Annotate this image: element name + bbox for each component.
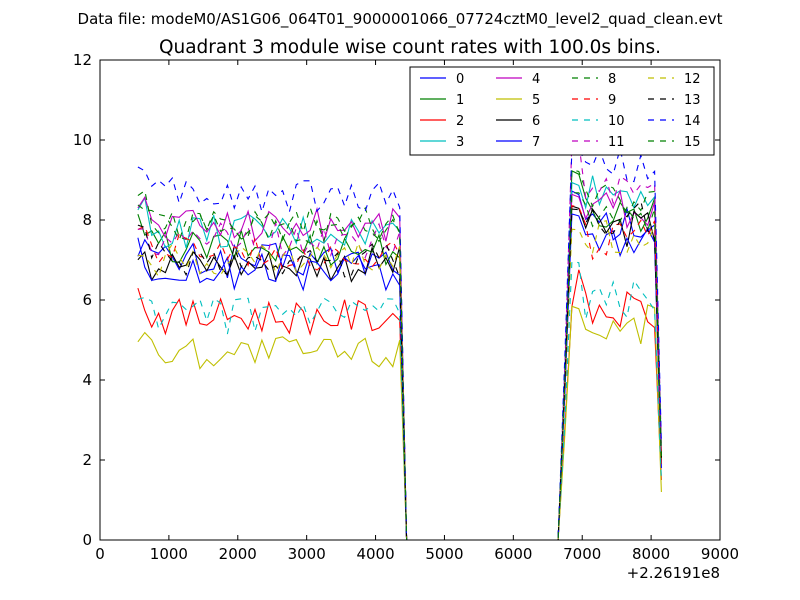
x-tick-label: 4000 [356,545,394,563]
x-tick-label: 1000 [150,545,188,563]
legend-label: 2 [456,114,464,129]
legend-item-8: 8 [572,72,616,87]
legend-label: 10 [608,114,625,129]
legend-label: 3 [456,135,464,150]
legend-item-5: 5 [496,93,540,108]
x-tick-label: 9000 [701,545,739,563]
legend-item-4: 4 [496,72,540,87]
legend-item-7: 7 [496,135,540,150]
x-tick-label: 2000 [219,545,257,563]
legend-item-1: 1 [420,93,464,108]
legend-item-0: 0 [420,72,464,87]
legend-item-2: 2 [420,114,464,129]
legend-item-14: 14 [648,114,701,129]
legend-item-9: 9 [572,93,616,108]
x-tick-label: 6000 [494,545,532,563]
legend-label: 0 [456,72,464,87]
series-line-5 [137,304,662,541]
y-tick-label: 0 [82,531,92,549]
y-tick-label: 10 [73,131,92,149]
series-line-13 [137,199,662,541]
legend-item-13: 13 [648,93,701,108]
y-tick-label: 4 [82,371,92,389]
legend-label: 5 [532,93,540,108]
x-offset-label: +2.26191e8 [627,564,720,582]
legend-item-6: 6 [496,114,540,129]
y-tick-label: 2 [82,451,92,469]
series-line-7 [137,213,662,541]
legend-item-11: 11 [572,135,625,150]
legend-label: 9 [608,93,616,108]
legend-label: 13 [684,93,701,108]
y-tick-label: 6 [82,291,92,309]
x-tick-label: 8000 [632,545,670,563]
legend-box [409,66,715,156]
chart-title: Quadrant 3 module wise count rates with … [159,37,661,58]
legend-label: 4 [532,72,540,87]
legend-label: 14 [684,114,701,129]
series-line-10 [137,260,662,541]
x-tick-label: 5000 [425,545,463,563]
legend-label: 8 [608,72,616,87]
y-tick-label: 8 [82,211,92,229]
legend-item-10: 10 [572,114,625,129]
legend-label: 6 [532,114,540,129]
y-tick-label: 12 [73,51,92,69]
data-file-header: Data file: modeM0/AS1G06_064T01_90000010… [78,10,723,29]
legend-item-15: 15 [648,135,701,150]
x-axis: 0 1000 2000 3000 4000 5000 6000 7000 8000 9000 [95,60,739,563]
x-tick-label: 7000 [563,545,601,563]
legend-item-12: 12 [648,72,701,87]
legend-label: 15 [684,135,701,150]
legend-label: 11 [608,135,625,150]
legend-label: 12 [684,72,701,87]
series-layer [137,140,662,541]
x-tick-label: 3000 [288,545,326,563]
series-line-12 [137,220,662,541]
legend-label: 7 [532,135,540,150]
series-line-9 [137,205,662,541]
legend-label: 1 [456,93,464,108]
x-tick-label: 0 [95,545,105,563]
legend-item-3: 3 [420,135,464,150]
